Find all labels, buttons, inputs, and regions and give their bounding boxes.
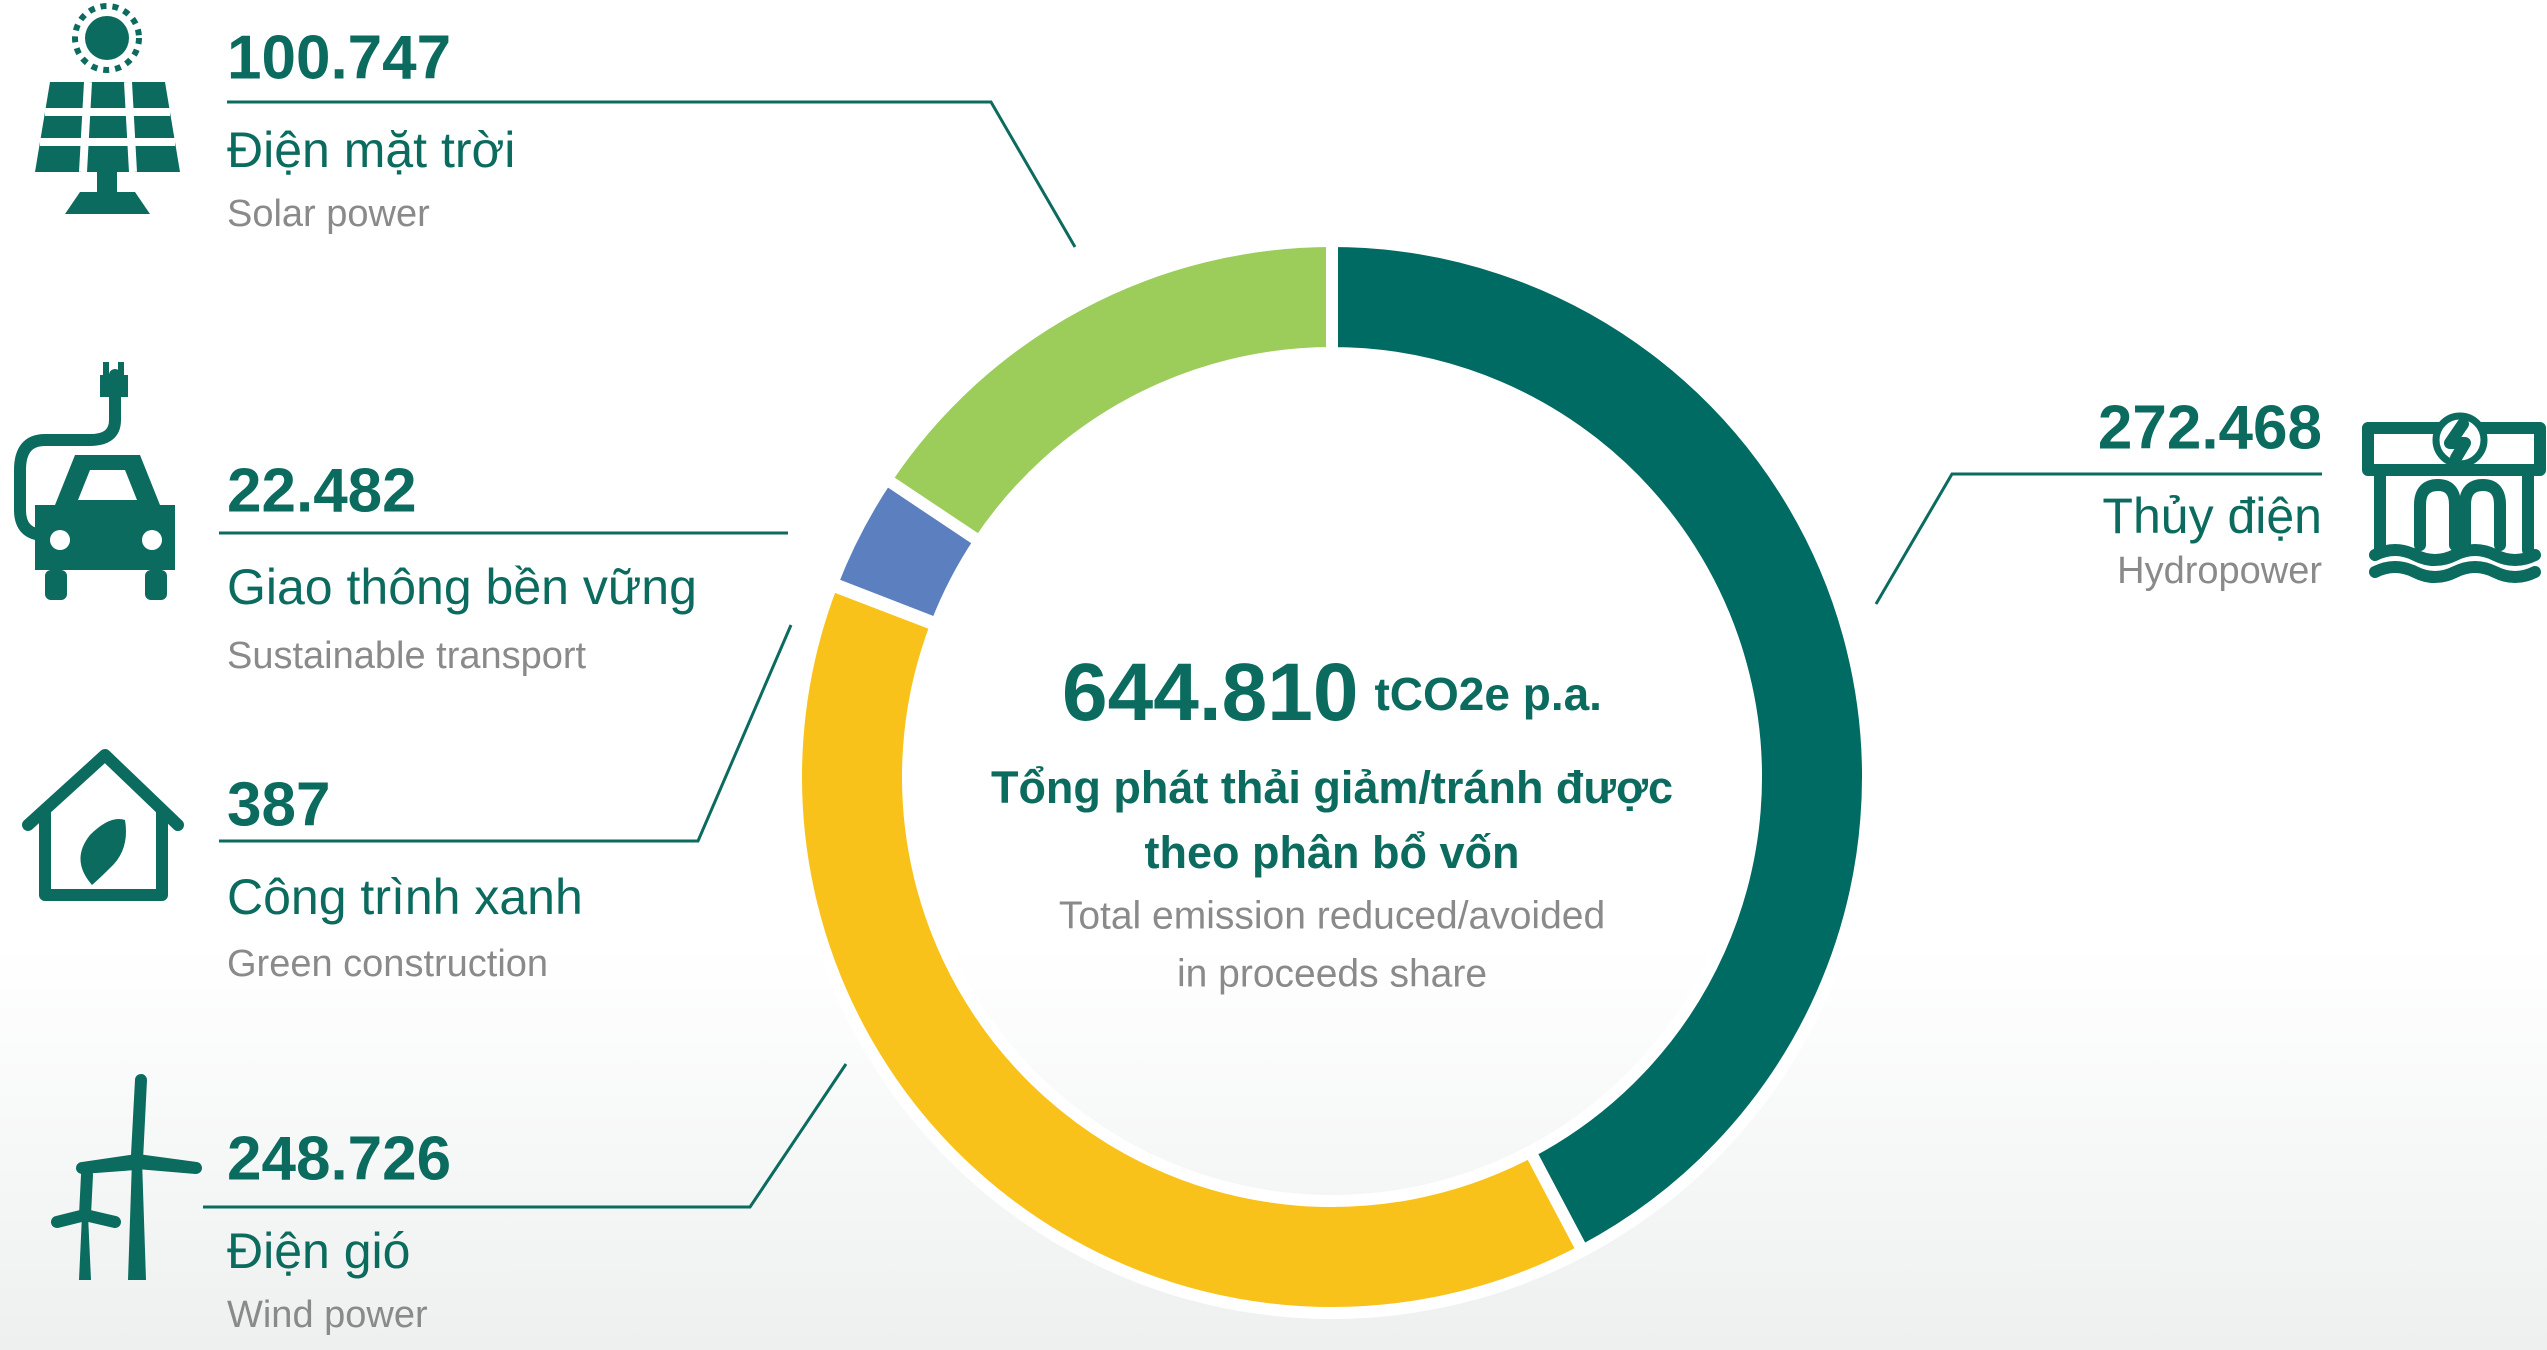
- center-title: Tổng phát thải giảm/tránh được: [991, 762, 1673, 813]
- category-subtitle: Wind power: [227, 1294, 428, 1336]
- donut-segment: [790, 577, 1591, 1319]
- wind-icon: [51, 1074, 202, 1280]
- leader-line: [227, 100, 1077, 248]
- hydro-icon: [2362, 412, 2546, 583]
- total-unit: tCO2e p.a.: [1374, 668, 1602, 720]
- category-label: Công trình xanh: [227, 869, 583, 925]
- leader-line: [1874, 472, 2322, 605]
- category-subtitle: Hydropower: [2117, 550, 2322, 592]
- category-label: Thủy điện: [2102, 488, 2322, 544]
- donut-segment: [1326, 234, 1874, 1259]
- category-subtitle: Solar power: [227, 193, 430, 235]
- center-subtitle: in proceeds share: [1177, 952, 1487, 995]
- category-label: Giao thông bền vững: [227, 559, 697, 615]
- total-value: 644.810: [1062, 647, 1358, 738]
- category-label: Điện mặt trời: [227, 122, 515, 178]
- value-label: 248.726: [227, 1124, 451, 1193]
- value-label: 100.747: [227, 23, 451, 92]
- car-icon: [14, 362, 175, 600]
- solar-icon: [35, 3, 180, 214]
- center-subtitle: Total emission reduced/avoided: [1059, 894, 1605, 937]
- leader-line: [219, 624, 793, 843]
- value-label: 22.482: [227, 456, 417, 525]
- donut-segment: [878, 234, 1338, 550]
- value-label: 387: [227, 770, 330, 839]
- leader-line: [203, 1063, 848, 1209]
- center-title: theo phân bổ vốn: [1145, 827, 1520, 878]
- category-subtitle: Green construction: [227, 943, 548, 985]
- category-label: Điện gió: [227, 1223, 410, 1279]
- house-icon: [22, 749, 184, 901]
- center-total: 644.810 tCO2e p.a.: [1062, 647, 1602, 738]
- category-subtitle: Sustainable transport: [227, 635, 587, 677]
- value-label: 272.468: [2098, 393, 2322, 462]
